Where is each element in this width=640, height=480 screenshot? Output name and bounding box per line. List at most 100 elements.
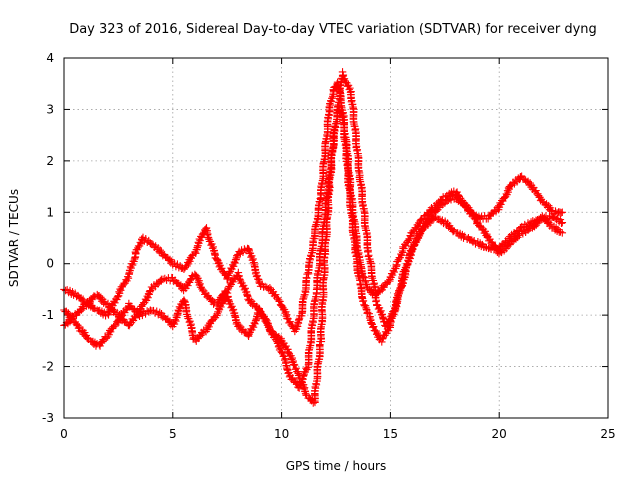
- chart-title: Day 323 of 2016, Sidereal Day-to-day VTE…: [69, 22, 597, 37]
- data-point-marker: [327, 97, 336, 106]
- data-point-marker: [290, 360, 298, 369]
- data-point-marker: [100, 308, 109, 317]
- data-point-marker: [247, 252, 256, 260]
- data-point-marker: [105, 330, 113, 339]
- data-point-marker: [170, 320, 179, 328]
- data-point-marker: [495, 203, 504, 211]
- data-point-marker: [209, 243, 218, 251]
- data-point-marker: [196, 280, 204, 288]
- data-point-marker: [557, 219, 566, 228]
- x-tick-label: 10: [274, 427, 289, 441]
- x-tick-label: 0: [60, 427, 68, 441]
- x-tick-label: 5: [169, 427, 177, 441]
- data-point-marker: [405, 257, 413, 266]
- data-point-marker: [102, 334, 110, 343]
- y-tick-label: -2: [42, 360, 54, 374]
- data-point-marker: [231, 259, 239, 267]
- data-point-marker: [392, 261, 401, 269]
- data-point-marker: [346, 84, 354, 92]
- data-point-marker: [471, 214, 480, 223]
- data-point-marker: [251, 320, 259, 328]
- data-point-marker: [398, 282, 406, 291]
- tick-layer: 0 5 10 15 20 25 -3 -2 -1 0 1 2 3 4: [42, 51, 616, 441]
- data-point-marker: [369, 322, 378, 331]
- y-tick-label: 4: [46, 51, 54, 65]
- data-point-marker: [74, 324, 83, 332]
- data-point-marker: [297, 381, 305, 390]
- data-point-marker: [470, 236, 478, 245]
- series-track-c: [60, 68, 567, 392]
- data-point-marker: [67, 314, 76, 322]
- point-layer: [60, 68, 567, 407]
- data-point-marker: [377, 307, 385, 315]
- data-point-marker: [135, 312, 144, 321]
- data-point-marker: [186, 317, 194, 325]
- data-point-marker: [292, 364, 300, 372]
- data-point-marker: [519, 229, 527, 238]
- data-point-marker: [66, 311, 74, 320]
- data-point-marker: [283, 314, 292, 322]
- data-point-marker: [486, 244, 494, 252]
- data-point-marker: [395, 290, 403, 298]
- data-point-marker: [253, 271, 261, 280]
- data-point-marker: [481, 227, 490, 236]
- data-point-marker: [438, 216, 447, 224]
- data-point-marker: [63, 286, 71, 294]
- y-tick-label: 2: [46, 154, 54, 168]
- data-point-marker: [96, 342, 104, 350]
- data-point-marker: [170, 259, 179, 267]
- data-point-marker: [396, 286, 405, 294]
- data-point-marker: [142, 296, 151, 305]
- x-tick-label: 20: [492, 427, 507, 441]
- data-point-marker: [138, 311, 147, 320]
- data-point-marker: [412, 236, 421, 244]
- data-point-marker: [195, 239, 203, 248]
- data-point-marker: [128, 261, 137, 269]
- data-point-marker: [391, 306, 400, 314]
- data-point-marker: [276, 344, 285, 353]
- data-point-marker: [228, 302, 236, 311]
- y-tick-label: 1: [46, 205, 54, 219]
- y-tick-label: 3: [46, 102, 54, 116]
- y-tick-label: -1: [42, 308, 54, 322]
- data-point-marker: [79, 295, 87, 303]
- data-point-marker: [68, 288, 77, 296]
- data-point-marker: [525, 225, 533, 233]
- data-point-marker: [558, 208, 567, 217]
- data-point-marker: [124, 274, 133, 282]
- data-point-marker: [229, 262, 238, 271]
- data-point-marker: [75, 323, 83, 331]
- data-point-marker: [192, 249, 200, 258]
- data-point-marker: [241, 284, 249, 293]
- data-point-marker: [422, 221, 430, 229]
- y-tick-label: 0: [46, 257, 54, 271]
- data-point-marker: [285, 368, 293, 377]
- data-point-marker: [186, 257, 194, 266]
- data-point-marker: [344, 81, 353, 90]
- data-point-marker: [558, 229, 567, 237]
- data-point-marker: [152, 307, 161, 316]
- data-point-marker: [390, 268, 398, 276]
- data-point-marker: [397, 251, 406, 260]
- data-point-marker: [255, 304, 264, 313]
- data-point-marker: [420, 224, 429, 232]
- y-axis-label: SDTVAR / TECUs: [7, 189, 21, 287]
- data-point-marker: [557, 209, 565, 217]
- data-point-marker: [263, 317, 271, 325]
- data-point-marker: [449, 227, 457, 236]
- data-point-marker: [249, 323, 258, 331]
- y-tick-label: -3: [42, 411, 54, 425]
- data-point-marker: [132, 249, 140, 257]
- x-axis-label: GPS time / hours: [286, 459, 387, 473]
- data-point-marker: [208, 240, 216, 248]
- x-tick-label: 25: [600, 427, 615, 441]
- data-point-marker: [205, 323, 213, 331]
- data-point-marker: [143, 238, 151, 246]
- plot-frame: [63, 57, 609, 419]
- data-point-marker: [475, 213, 483, 221]
- data-point-marker: [215, 305, 224, 314]
- data-point-marker: [408, 245, 417, 254]
- x-tick-label: 15: [383, 427, 398, 441]
- data-point-marker: [287, 355, 296, 364]
